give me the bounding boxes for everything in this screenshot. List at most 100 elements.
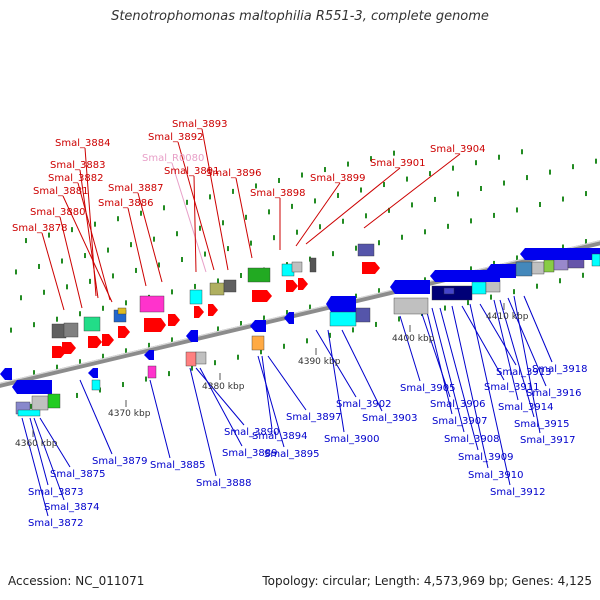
gene-feature[interactable] [17,409,41,417]
gene-feature[interactable] [117,307,127,315]
gene-feature[interactable] [362,262,380,274]
gene-feature[interactable] [47,393,61,409]
forward-gene-label[interactable]: Smal_3884 [55,138,110,149]
reverse-gene-label[interactable]: Smal_3914 [498,402,553,413]
forward-gene-label[interactable]: Smal_3891 [164,166,219,177]
forward-gene-label[interactable]: Smal_R0080 [142,153,204,164]
reverse-gene-label[interactable]: Smal_3875 [50,469,105,480]
reverse-gene-label[interactable]: Smal_3888 [196,478,251,489]
reverse-gene-label[interactable]: Smal_3889 [222,448,277,459]
gene-feature[interactable] [390,280,430,294]
gene-feature[interactable] [168,314,180,326]
gene-feature[interactable] [471,281,487,295]
reverse-gene-label[interactable]: Smal_3905 [400,383,455,394]
reverse-gene-label[interactable]: Smal_3900 [324,434,379,445]
gene-feature[interactable] [63,322,79,338]
gene-feature[interactable] [186,330,198,342]
gene-feature[interactable] [102,334,114,346]
gene-feature[interactable] [88,336,102,348]
forward-gene-label[interactable]: Smal_3878 [12,223,67,234]
reverse-gene-label[interactable]: Smal_3908 [444,434,499,445]
gene-feature[interactable] [189,289,203,305]
gene-feature[interactable] [515,261,533,277]
gene-feature[interactable] [250,320,266,332]
gene-feature[interactable] [62,342,76,354]
reverse-gene-label[interactable]: Smal_3872 [28,518,83,529]
reverse-gene-label[interactable]: Smal_3885 [150,460,205,471]
reverse-gene-label[interactable]: Smal_3915 [514,419,569,430]
gene-feature[interactable] [83,316,101,332]
track-tick [314,198,316,204]
gene-feature[interactable] [393,297,429,315]
gene-feature[interactable] [443,287,455,295]
gene-feature[interactable] [118,326,130,338]
gene-feature[interactable] [0,368,12,380]
reverse-gene-label[interactable]: Smal_3903 [362,413,417,424]
gene-feature[interactable] [543,259,555,273]
gene-feature[interactable] [195,351,207,365]
gene-feature[interactable] [31,395,49,411]
gene-feature[interactable] [139,295,165,313]
gene-feature[interactable] [208,304,218,316]
reverse-gene-label[interactable]: Smal_3895 [264,449,319,460]
reverse-gene-label[interactable]: Smal_3879 [92,456,147,467]
gene-feature[interactable] [88,368,98,378]
gene-feature[interactable] [251,335,265,351]
gene-feature[interactable] [531,261,545,275]
gene-feature[interactable] [209,282,225,296]
gene-feature[interactable] [329,311,357,327]
gene-feature[interactable] [12,380,52,394]
gene-feature[interactable] [309,257,317,273]
gene-feature[interactable] [486,264,516,278]
forward-gene-label[interactable]: Smal_3882 [48,173,103,184]
reverse-gene-label[interactable]: Smal_3906 [430,399,485,410]
gene-feature[interactable] [291,261,303,273]
gene-feature[interactable] [185,351,197,367]
forward-gene-label[interactable]: Smal_3896 [206,168,261,179]
gene-feature[interactable] [357,243,375,257]
reverse-gene-label[interactable]: Smal_3907 [432,416,487,427]
forward-gene-label[interactable]: Smal_3886 [98,198,153,209]
reverse-gene-label[interactable]: Smal_3874 [44,502,99,513]
forward-gene-label[interactable]: Smal_3899 [310,173,365,184]
gene-feature[interactable] [144,350,154,360]
gene-feature[interactable] [252,290,272,302]
reverse-gene-label[interactable]: Smal_3873 [28,487,83,498]
gene-feature[interactable] [591,253,600,267]
gene-feature[interactable] [194,306,204,318]
gene-feature[interactable] [430,270,500,282]
reverse-gene-label[interactable]: Smal_3910 [468,470,523,481]
forward-gene-label[interactable]: Smal_3880 [30,207,85,218]
reverse-gene-label[interactable]: Smal_3897 [286,412,341,423]
forward-gene-label[interactable]: Smal_3887 [108,183,163,194]
gene-feature[interactable] [355,307,371,323]
gene-feature[interactable] [520,248,600,260]
reverse-gene-label[interactable]: Smal_3894 [252,431,307,442]
reverse-gene-label[interactable]: Smal_3918 [532,364,587,375]
forward-gene-label[interactable]: Smal_3892 [148,132,203,143]
forward-gene-label[interactable]: Smal_3898 [250,188,305,199]
gene-feature[interactable] [286,280,298,292]
gene-feature[interactable] [247,267,271,283]
gene-feature[interactable] [298,278,308,290]
reverse-gene-label[interactable]: Smal_3911 [484,382,539,393]
gene-feature[interactable] [144,318,166,332]
reverse-gene-label[interactable]: Smal_3913 [496,367,551,378]
gene-feature[interactable] [284,312,294,324]
reverse-gene-label[interactable]: Smal_3916 [526,388,581,399]
forward-gene-label[interactable]: Smal_3893 [172,119,227,130]
reverse-gene-label[interactable]: Smal_3917 [520,435,575,446]
gene-feature[interactable] [147,365,157,379]
forward-gene-label[interactable]: Smal_3883 [50,160,105,171]
reverse-gene-label[interactable]: Smal_3902 [336,399,391,410]
gene-feature[interactable] [91,379,101,391]
forward-gene-label[interactable]: Smal_3881 [33,186,88,197]
reverse-gene-label[interactable]: Smal_3912 [490,487,545,498]
reverse-gene-label[interactable]: Smal_3890 [224,427,279,438]
forward-gene-label[interactable]: Smal_3904 [430,144,485,155]
forward-gene-label[interactable]: Smal_3901 [370,158,425,169]
gene-feature[interactable] [223,279,237,293]
reverse-gene-label[interactable]: Smal_3909 [458,452,513,463]
gene-leader-line [177,141,215,271]
gene-feature[interactable] [326,296,356,312]
